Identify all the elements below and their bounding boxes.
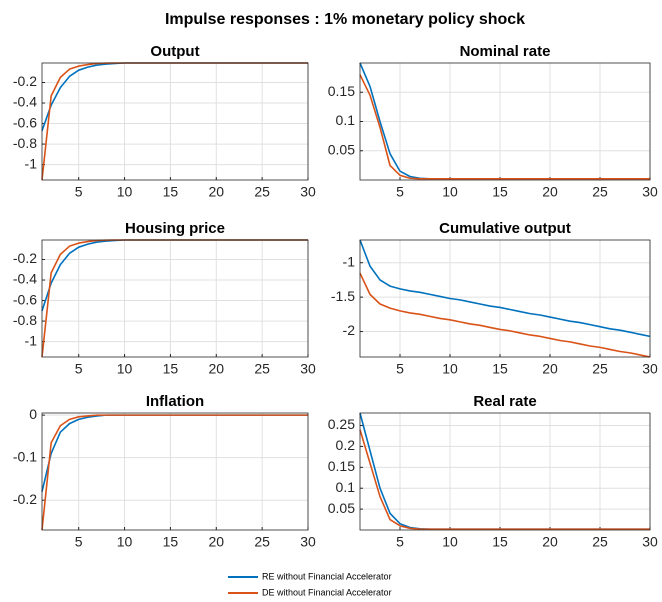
y-tick-label: -0.2 xyxy=(13,73,37,89)
x-tick-label: 25 xyxy=(254,534,270,550)
x-tick-label: 25 xyxy=(592,361,608,377)
y-tick-label: 0.1 xyxy=(336,112,356,128)
subplot-title: Cumulative output xyxy=(439,220,571,237)
y-tick-label: -0.8 xyxy=(13,312,37,328)
x-tick-label: 15 xyxy=(492,534,508,550)
x-tick-label: 30 xyxy=(300,184,316,200)
y-tick-label: -0.1 xyxy=(13,448,37,464)
series-line xyxy=(359,272,651,358)
x-tick-label: 5 xyxy=(396,534,404,550)
x-tick-label: 10 xyxy=(117,534,133,550)
x-tick-label: 5 xyxy=(75,184,83,200)
y-tick-label: 0.05 xyxy=(328,500,355,516)
y-tick-label: 0.2 xyxy=(336,437,356,453)
subplot-title: Nominal rate xyxy=(460,43,551,60)
x-tick-label: 20 xyxy=(208,361,224,377)
legend-box xyxy=(221,564,439,602)
series-line xyxy=(359,239,651,338)
y-tick-label: 0.1 xyxy=(336,479,356,495)
x-tick-label: 25 xyxy=(592,184,608,200)
legend-label: DE without Financial Accelerator xyxy=(262,587,392,597)
x-tick-label: 15 xyxy=(163,361,179,377)
x-tick-label: 15 xyxy=(492,184,508,200)
x-tick-label: 10 xyxy=(442,534,458,550)
y-tick-label: -0.6 xyxy=(13,291,37,307)
series-line xyxy=(359,429,650,530)
y-tick-label: 0.25 xyxy=(328,416,355,432)
series-line xyxy=(41,414,308,531)
y-tick-label: 0 xyxy=(29,406,37,422)
y-tick-label: -0.4 xyxy=(13,94,37,110)
x-tick-label: 25 xyxy=(592,534,608,550)
x-tick-label: 15 xyxy=(163,534,179,550)
series-line xyxy=(359,74,650,180)
y-tick-label: -0.8 xyxy=(13,135,37,151)
x-tick-label: 10 xyxy=(442,184,458,200)
x-tick-label: 20 xyxy=(542,534,558,550)
x-tick-label: 20 xyxy=(542,184,558,200)
y-tick-label: -0.4 xyxy=(13,271,37,287)
y-tick-label: -1 xyxy=(25,332,38,348)
x-tick-label: 10 xyxy=(442,361,458,377)
x-tick-label: 30 xyxy=(642,184,658,200)
x-tick-label: 20 xyxy=(208,184,224,200)
y-tick-label: 0.15 xyxy=(328,83,355,99)
y-tick-label: 0.15 xyxy=(328,458,355,474)
x-tick-label: 25 xyxy=(254,361,270,377)
x-tick-label: 30 xyxy=(642,361,658,377)
subplot-title: Housing price xyxy=(125,220,225,237)
x-tick-label: 20 xyxy=(208,534,224,550)
x-tick-label: 30 xyxy=(642,534,658,550)
y-tick-label: -1 xyxy=(25,155,38,171)
x-tick-label: 30 xyxy=(300,534,316,550)
x-tick-label: 10 xyxy=(117,361,133,377)
axes-box xyxy=(41,62,309,181)
x-tick-label: 10 xyxy=(117,184,133,200)
y-tick-label: -0.6 xyxy=(13,114,37,130)
subplot-title: Inflation xyxy=(146,393,204,410)
x-tick-label: 5 xyxy=(75,361,83,377)
axes-box xyxy=(359,62,651,181)
y-tick-label: -2 xyxy=(343,322,356,338)
y-tick-label: -0.2 xyxy=(13,491,37,507)
axes-box xyxy=(41,412,309,531)
x-tick-label: 5 xyxy=(75,534,83,550)
subplot-title: Output xyxy=(150,43,199,60)
subplot-title: Real rate xyxy=(473,393,536,410)
x-tick-label: 25 xyxy=(254,184,270,200)
y-tick-label: -0.2 xyxy=(13,250,37,266)
axes-box xyxy=(41,239,309,358)
axes-box xyxy=(359,412,651,531)
x-tick-label: 15 xyxy=(163,184,179,200)
x-tick-label: 5 xyxy=(396,361,404,377)
y-tick-label: 0.05 xyxy=(328,141,355,157)
y-tick-label: -1 xyxy=(343,253,356,269)
y-tick-label: -1.5 xyxy=(331,288,355,304)
figure-title: Impulse responses : 1% monetary policy s… xyxy=(165,11,525,28)
x-tick-label: 20 xyxy=(542,361,558,377)
axes-box xyxy=(359,239,651,358)
legend-label: RE without Financial Accelerator xyxy=(262,571,392,581)
x-tick-label: 5 xyxy=(396,184,404,200)
x-tick-label: 30 xyxy=(300,361,316,377)
x-tick-label: 15 xyxy=(492,361,508,377)
